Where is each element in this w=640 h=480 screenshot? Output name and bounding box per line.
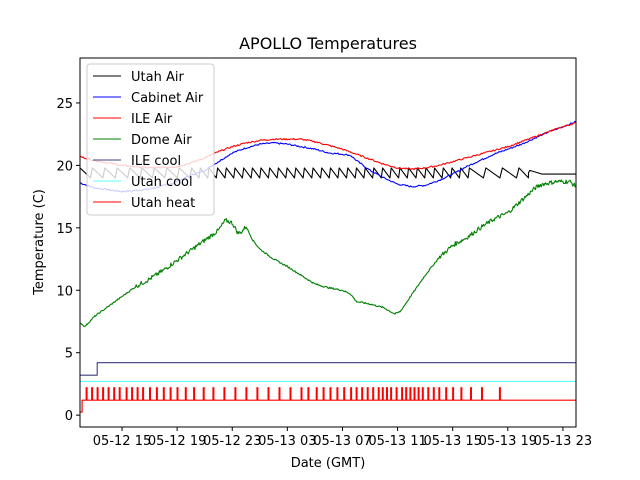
legend-box	[86, 63, 215, 216]
legend-label: Utah cool	[131, 175, 193, 190]
legend-item: ILE Air	[93, 112, 173, 127]
legend-label: Dome Air	[131, 133, 192, 148]
legend-label: Cabinet Air	[131, 91, 204, 106]
y-axis: 0 5 10 15 20 25	[56, 97, 80, 424]
legend-item: Utah Air	[93, 70, 184, 85]
x-tick-label: 05-12 15	[93, 434, 151, 449]
legend-item: Cabinet Air	[93, 91, 204, 106]
x-tick-label: 05-13 07	[313, 434, 371, 449]
legend-label: ILE Air	[131, 112, 173, 127]
y-axis-label: Temperature (C)	[32, 189, 47, 296]
legend-item: ILE cool	[93, 154, 181, 169]
x-tick-label: 05-13 19	[479, 434, 537, 449]
series-line-utah-heat	[80, 387, 576, 413]
y-tick-label: 5	[65, 347, 73, 362]
legend-label: ILE cool	[131, 154, 181, 169]
x-tick-label: 05-12 23	[203, 434, 261, 449]
y-tick-label: 25	[56, 97, 73, 112]
y-tick-label: 15	[56, 222, 73, 237]
x-tick-label: 05-13 11	[368, 434, 426, 449]
x-tick-label: 05-13 23	[534, 434, 592, 449]
x-tick-label: 05-13 15	[423, 434, 481, 449]
chart-title: APOLLO Temperatures	[239, 34, 417, 53]
x-axis-label: Date (GMT)	[291, 456, 366, 471]
legend-item: Dome Air	[93, 133, 192, 148]
y-tick-label: 0	[65, 409, 73, 424]
y-tick-label: 10	[56, 284, 73, 299]
legend: Utah Air Cabinet Air ILE Air Dome Air ILE co…	[86, 63, 215, 216]
x-tick-label: 05-12 19	[148, 434, 206, 449]
x-tick-label: 05-13 03	[258, 434, 316, 449]
legend-label: Utah heat	[131, 196, 195, 211]
y-tick-label: 20	[56, 159, 73, 174]
series-line-ile-cool	[80, 362, 576, 376]
legend-item: Utah heat	[93, 196, 195, 211]
legend-item: Utah cool	[93, 175, 193, 190]
series-line-dome-air	[80, 179, 576, 328]
axes-frame	[79, 57, 577, 428]
legend-label: Utah Air	[131, 70, 184, 85]
